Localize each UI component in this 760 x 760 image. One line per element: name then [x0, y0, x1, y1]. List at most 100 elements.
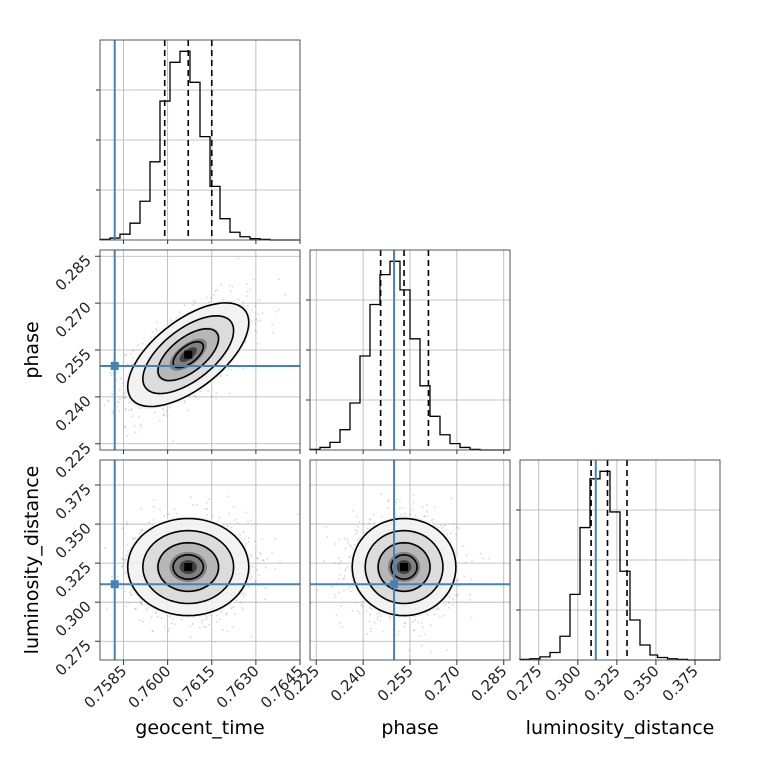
- sample-point: [124, 395, 126, 398]
- sample-point: [437, 607, 440, 609]
- sample-point: [257, 557, 259, 560]
- sample-point: [191, 623, 194, 625]
- sample-point: [126, 543, 129, 546]
- sample-point: [373, 621, 376, 624]
- peak-marker: [184, 563, 193, 572]
- sample-point: [264, 587, 266, 590]
- sample-point: [258, 551, 261, 554]
- sample-point: [247, 520, 250, 523]
- sample-point: [124, 409, 126, 411]
- sample-point: [450, 497, 453, 500]
- y-tick-label-phase: 0.255: [52, 345, 95, 388]
- sample-point: [145, 608, 148, 611]
- sample-point: [119, 581, 122, 584]
- sample-point: [134, 607, 137, 610]
- sample-point: [230, 368, 233, 371]
- sample-point: [423, 633, 426, 636]
- sample-point: [446, 533, 449, 536]
- x-axis-label-phase: phase: [381, 717, 438, 739]
- x-tick-label-phase: 0.240: [327, 662, 370, 705]
- sample-point: [388, 500, 390, 503]
- sample-point: [192, 503, 195, 506]
- sample-point: [106, 399, 109, 402]
- sample-point: [90, 555, 92, 557]
- sample-point: [248, 585, 250, 588]
- sample-point: [140, 426, 142, 428]
- sample-point: [172, 618, 174, 620]
- sample-point: [404, 622, 406, 625]
- sample-point: [219, 618, 221, 621]
- sample-point: [274, 537, 276, 540]
- sample-point: [409, 513, 412, 516]
- x-tick-label-geocent-time: 0.7600: [125, 662, 175, 712]
- sample-point: [167, 630, 170, 633]
- peak-marker: [184, 350, 193, 359]
- sample-point: [211, 395, 214, 398]
- contour-line: [172, 340, 205, 369]
- hist-panel-phase: [306, 249, 511, 451]
- x-tick-label-luminosity-distance: 0.350: [620, 662, 663, 705]
- sample-point: [250, 309, 253, 312]
- sample-point: [206, 508, 209, 510]
- sample-point: [106, 608, 108, 611]
- sample-point: [382, 630, 384, 633]
- sample-point: [155, 327, 158, 330]
- sample-point: [256, 568, 259, 571]
- sample-point: [168, 321, 171, 324]
- sample-point: [370, 608, 373, 610]
- sample-point: [190, 496, 192, 499]
- sample-point: [479, 552, 482, 555]
- sample-point: [316, 588, 319, 591]
- sample-point: [152, 630, 154, 633]
- sample-point: [178, 311, 181, 314]
- sample-point: [237, 298, 240, 301]
- sample-point: [151, 330, 154, 333]
- sample-point: [130, 409, 133, 412]
- sample-point: [331, 585, 334, 588]
- sample-point: [245, 511, 248, 514]
- peak-marker: [400, 563, 409, 572]
- sample-point: [249, 288, 251, 291]
- sample-point: [234, 519, 237, 521]
- sample-point: [266, 586, 268, 589]
- sample-point: [213, 641, 216, 644]
- y-tick-label-luminosity-distance: 0.350: [52, 519, 95, 562]
- sample-point: [140, 603, 143, 605]
- sample-point: [206, 514, 208, 516]
- label-layer: geocent_time phase luminosity_distance p…: [21, 321, 714, 739]
- sample-point: [162, 414, 165, 417]
- contour-line: [141, 529, 235, 605]
- histogram-phase: [309, 260, 510, 451]
- sample-point: [208, 498, 211, 501]
- sample-point: [343, 589, 345, 592]
- sample-point: [421, 506, 424, 508]
- sample-point: [470, 616, 473, 619]
- sample-point: [121, 565, 123, 568]
- sample-point: [233, 613, 236, 616]
- sample-point: [226, 612, 228, 615]
- sample-point: [339, 622, 342, 625]
- sample-point: [135, 607, 137, 610]
- sample-point: [125, 434, 128, 437]
- sample-point: [201, 619, 204, 621]
- y-tick-label-luminosity-distance: 0.325: [52, 558, 95, 601]
- sample-point: [482, 557, 484, 560]
- histogram-geocent-time: [99, 50, 300, 241]
- contour-line: [126, 302, 250, 408]
- sample-point: [296, 513, 299, 515]
- sample-point: [452, 523, 455, 525]
- sample-point: [254, 581, 256, 583]
- sample-point: [258, 574, 261, 576]
- y-tick-label-phase: 0.270: [52, 298, 95, 341]
- sample-point: [376, 618, 379, 620]
- sample-point: [132, 537, 135, 540]
- panel-frame: [99, 39, 301, 241]
- sample-point: [369, 613, 371, 616]
- sample-point: [426, 510, 428, 513]
- sample-point: [246, 305, 249, 307]
- sample-point: [423, 515, 425, 518]
- sample-point: [398, 507, 401, 510]
- sample-point: [242, 367, 244, 370]
- sample-point: [412, 501, 415, 504]
- sample-point: [255, 580, 257, 582]
